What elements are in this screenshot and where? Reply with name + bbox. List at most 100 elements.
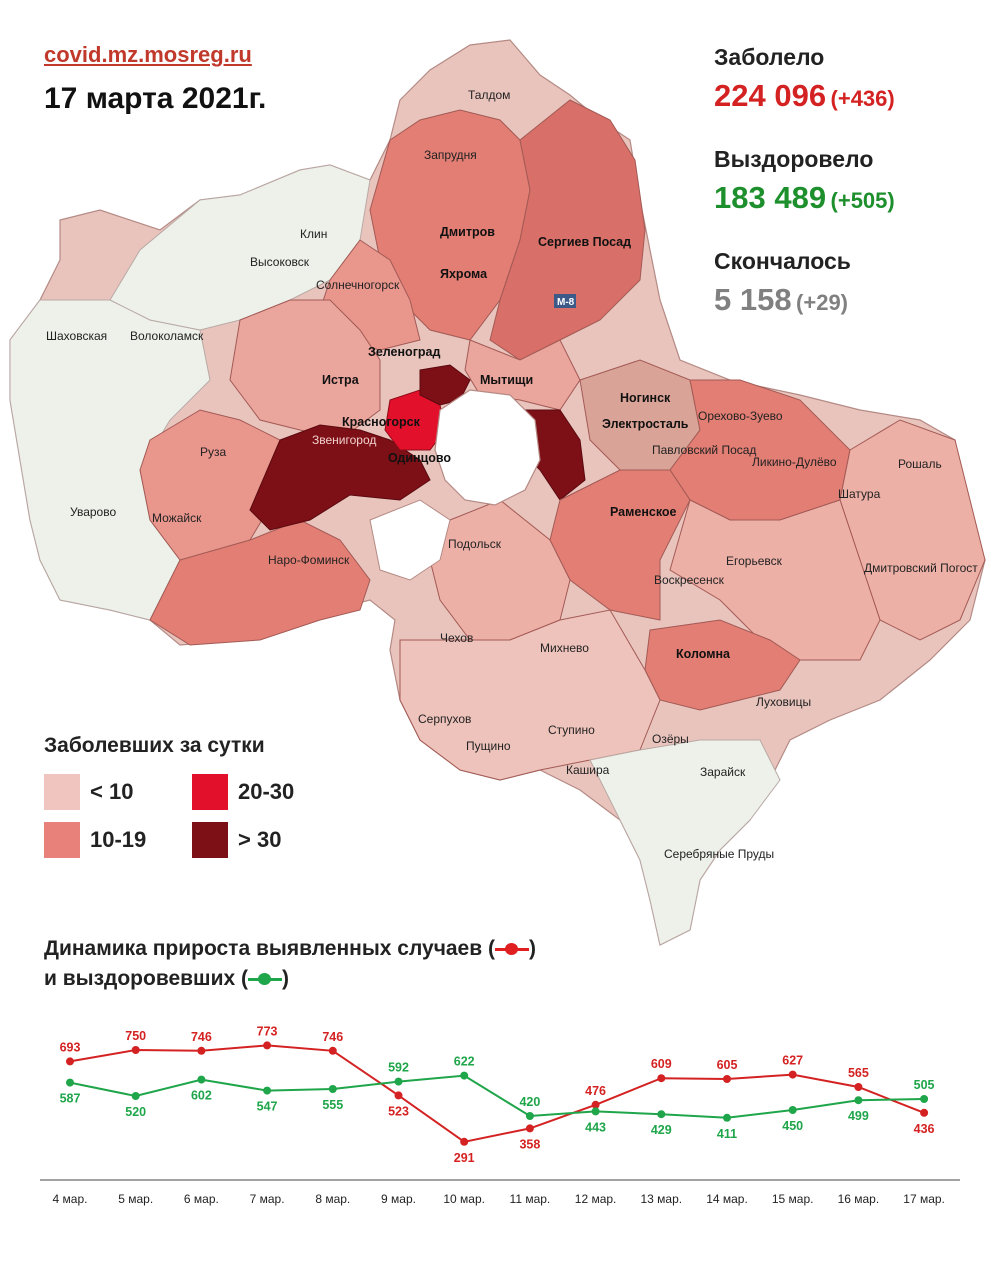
place-label: Мытищи	[480, 373, 533, 387]
highway-label: М-8	[557, 297, 575, 308]
recovered-point	[788, 1106, 797, 1114]
moscow-city	[434, 389, 541, 506]
recovered-data-label: 443	[585, 1120, 606, 1134]
recovered-point	[328, 1085, 337, 1093]
recovered-point	[723, 1113, 731, 1122]
recovered-data-label: 622	[454, 1055, 475, 1069]
dynamics-chart: 693 750 746 773 746 523 291 358 476 609 605 627 565 4…	[40, 1024, 960, 1206]
place-label: Озёры	[652, 732, 689, 746]
place-label: Звенигород	[312, 433, 376, 447]
place-label: Ногинск	[620, 391, 671, 405]
x-tick-label: 15 мар.	[772, 1192, 814, 1206]
cases-point	[723, 1075, 731, 1083]
recovered-data-label: 555	[322, 1098, 343, 1112]
place-label: Павловский Посад	[652, 443, 756, 457]
cases-data-label: 291	[454, 1151, 475, 1165]
recovered-point	[920, 1095, 929, 1103]
recovered-point	[525, 1112, 534, 1120]
legend-label: < 10	[90, 779, 134, 804]
cases-data-label: 750	[125, 1029, 146, 1043]
zone-klin	[109, 164, 371, 331]
place-label: Кашира	[566, 763, 610, 777]
zone-sergiev	[489, 99, 646, 361]
place-label: Зеленоград	[368, 345, 440, 359]
place-label: Солнечногорск	[316, 278, 400, 292]
x-tick-label: 14 мар.	[706, 1192, 748, 1206]
recovered-data-label: 547	[257, 1100, 278, 1114]
cases-point	[525, 1124, 534, 1133]
place-label: Пущино	[466, 739, 511, 753]
place-label: Дмитровский Погост	[864, 561, 978, 575]
legend-title: Заболевших за сутки	[44, 734, 265, 757]
recovered-point	[197, 1075, 206, 1084]
place-labels: Талдом Запрудня Дмитров Яхрома Сергиев П…	[46, 88, 978, 861]
place-label: Яхрома	[440, 267, 488, 281]
cases-data-label: 627	[782, 1054, 803, 1068]
zone-istra	[229, 299, 381, 441]
place-label: Серпухов	[418, 712, 471, 726]
place-label: Рошаль	[898, 457, 942, 471]
place-label: Егорьевск	[726, 554, 783, 568]
cases-data-label: 746	[191, 1030, 212, 1044]
place-label: Подольск	[448, 537, 502, 551]
x-tick-label: 13 мар.	[640, 1192, 682, 1206]
cases-point	[328, 1046, 337, 1055]
green-series-marker-icon	[247, 973, 282, 986]
legend-swatch	[192, 822, 228, 858]
cases-point	[854, 1083, 863, 1091]
x-tick-label: 12 мар.	[575, 1192, 617, 1206]
dynamics-title-line2: и выздоровевших (	[44, 967, 248, 990]
cases-point	[460, 1137, 469, 1146]
place-label: Орехово-Зуево	[698, 409, 783, 423]
x-tick-label: 8 мар.	[315, 1192, 350, 1206]
x-tick-label: 9 мар.	[381, 1192, 416, 1206]
place-label: Высоковск	[250, 255, 310, 269]
place-label: Шатура	[838, 487, 881, 501]
report-date: 17 марта 2021г.	[44, 82, 267, 115]
x-tick-label: 10 мар.	[443, 1192, 485, 1206]
cases-point	[197, 1046, 206, 1055]
cases-line	[69, 1044, 925, 1143]
x-tick-label: 7 мар.	[250, 1192, 285, 1206]
zone-zaraysk	[589, 739, 781, 946]
legend-swatch	[192, 774, 228, 810]
place-label: Ступино	[548, 723, 595, 737]
place-label: Михнево	[540, 641, 589, 655]
dynamics-title: Динамика прироста выявленных случаев () …	[44, 937, 536, 990]
x-tick-label: 17 мар.	[903, 1192, 945, 1206]
cases-data-label: 773	[257, 1024, 278, 1038]
recovered-point	[591, 1107, 600, 1116]
legend-swatch	[44, 822, 80, 858]
cases-point	[591, 1100, 600, 1109]
recovered-data-label: 587	[60, 1092, 81, 1106]
cases-data-label: 358	[519, 1137, 540, 1151]
cases-data-label: 523	[388, 1104, 409, 1118]
source-site[interactable]: covid.mz.mosreg.ru	[44, 42, 252, 67]
infected-value: 224 096	[714, 78, 827, 113]
x-tick-label: 11 мар.	[510, 1192, 551, 1206]
place-label: Электросталь	[602, 417, 689, 431]
cases-data-label: 605	[717, 1058, 738, 1072]
place-label: Сергиев Посад	[538, 235, 631, 249]
recovered-point	[66, 1078, 74, 1087]
place-label: Одинцово	[388, 451, 451, 465]
cases-point	[66, 1057, 74, 1066]
infected-label: Заболело	[714, 44, 825, 70]
place-label: Истра	[322, 373, 360, 387]
cases-point	[394, 1091, 403, 1100]
recovered-value: 183 489	[714, 180, 827, 215]
place-label: Талдом	[468, 88, 510, 102]
cases-point	[263, 1041, 272, 1050]
place-label: Красногорск	[342, 415, 421, 429]
cases-data-label: 436	[914, 1122, 935, 1136]
cases-data-label: 476	[585, 1084, 606, 1098]
red-series-marker-icon	[494, 943, 529, 956]
place-label: Дмитров	[440, 225, 495, 239]
cases-point	[657, 1074, 666, 1083]
recovered-point	[394, 1077, 403, 1086]
place-label: Серебряные Пруды	[664, 847, 774, 861]
died-label: Скончалось	[714, 248, 851, 274]
recovered-stat: 183 489 (+505)	[714, 180, 895, 216]
recovered-label: Выздоровело	[714, 146, 874, 172]
place-label: Раменское	[610, 505, 677, 519]
